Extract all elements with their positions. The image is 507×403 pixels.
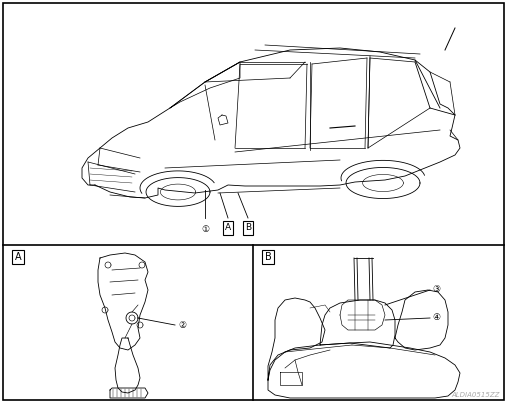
Text: A: A: [225, 224, 231, 233]
Text: ③: ③: [432, 285, 440, 295]
Text: ALDIA0515ZZ: ALDIA0515ZZ: [452, 392, 500, 398]
Text: ①: ①: [201, 225, 209, 234]
Text: ④: ④: [432, 314, 440, 322]
Text: ②: ②: [178, 320, 186, 330]
Text: B: B: [245, 224, 251, 233]
Text: B: B: [265, 252, 271, 262]
Text: A: A: [15, 252, 21, 262]
